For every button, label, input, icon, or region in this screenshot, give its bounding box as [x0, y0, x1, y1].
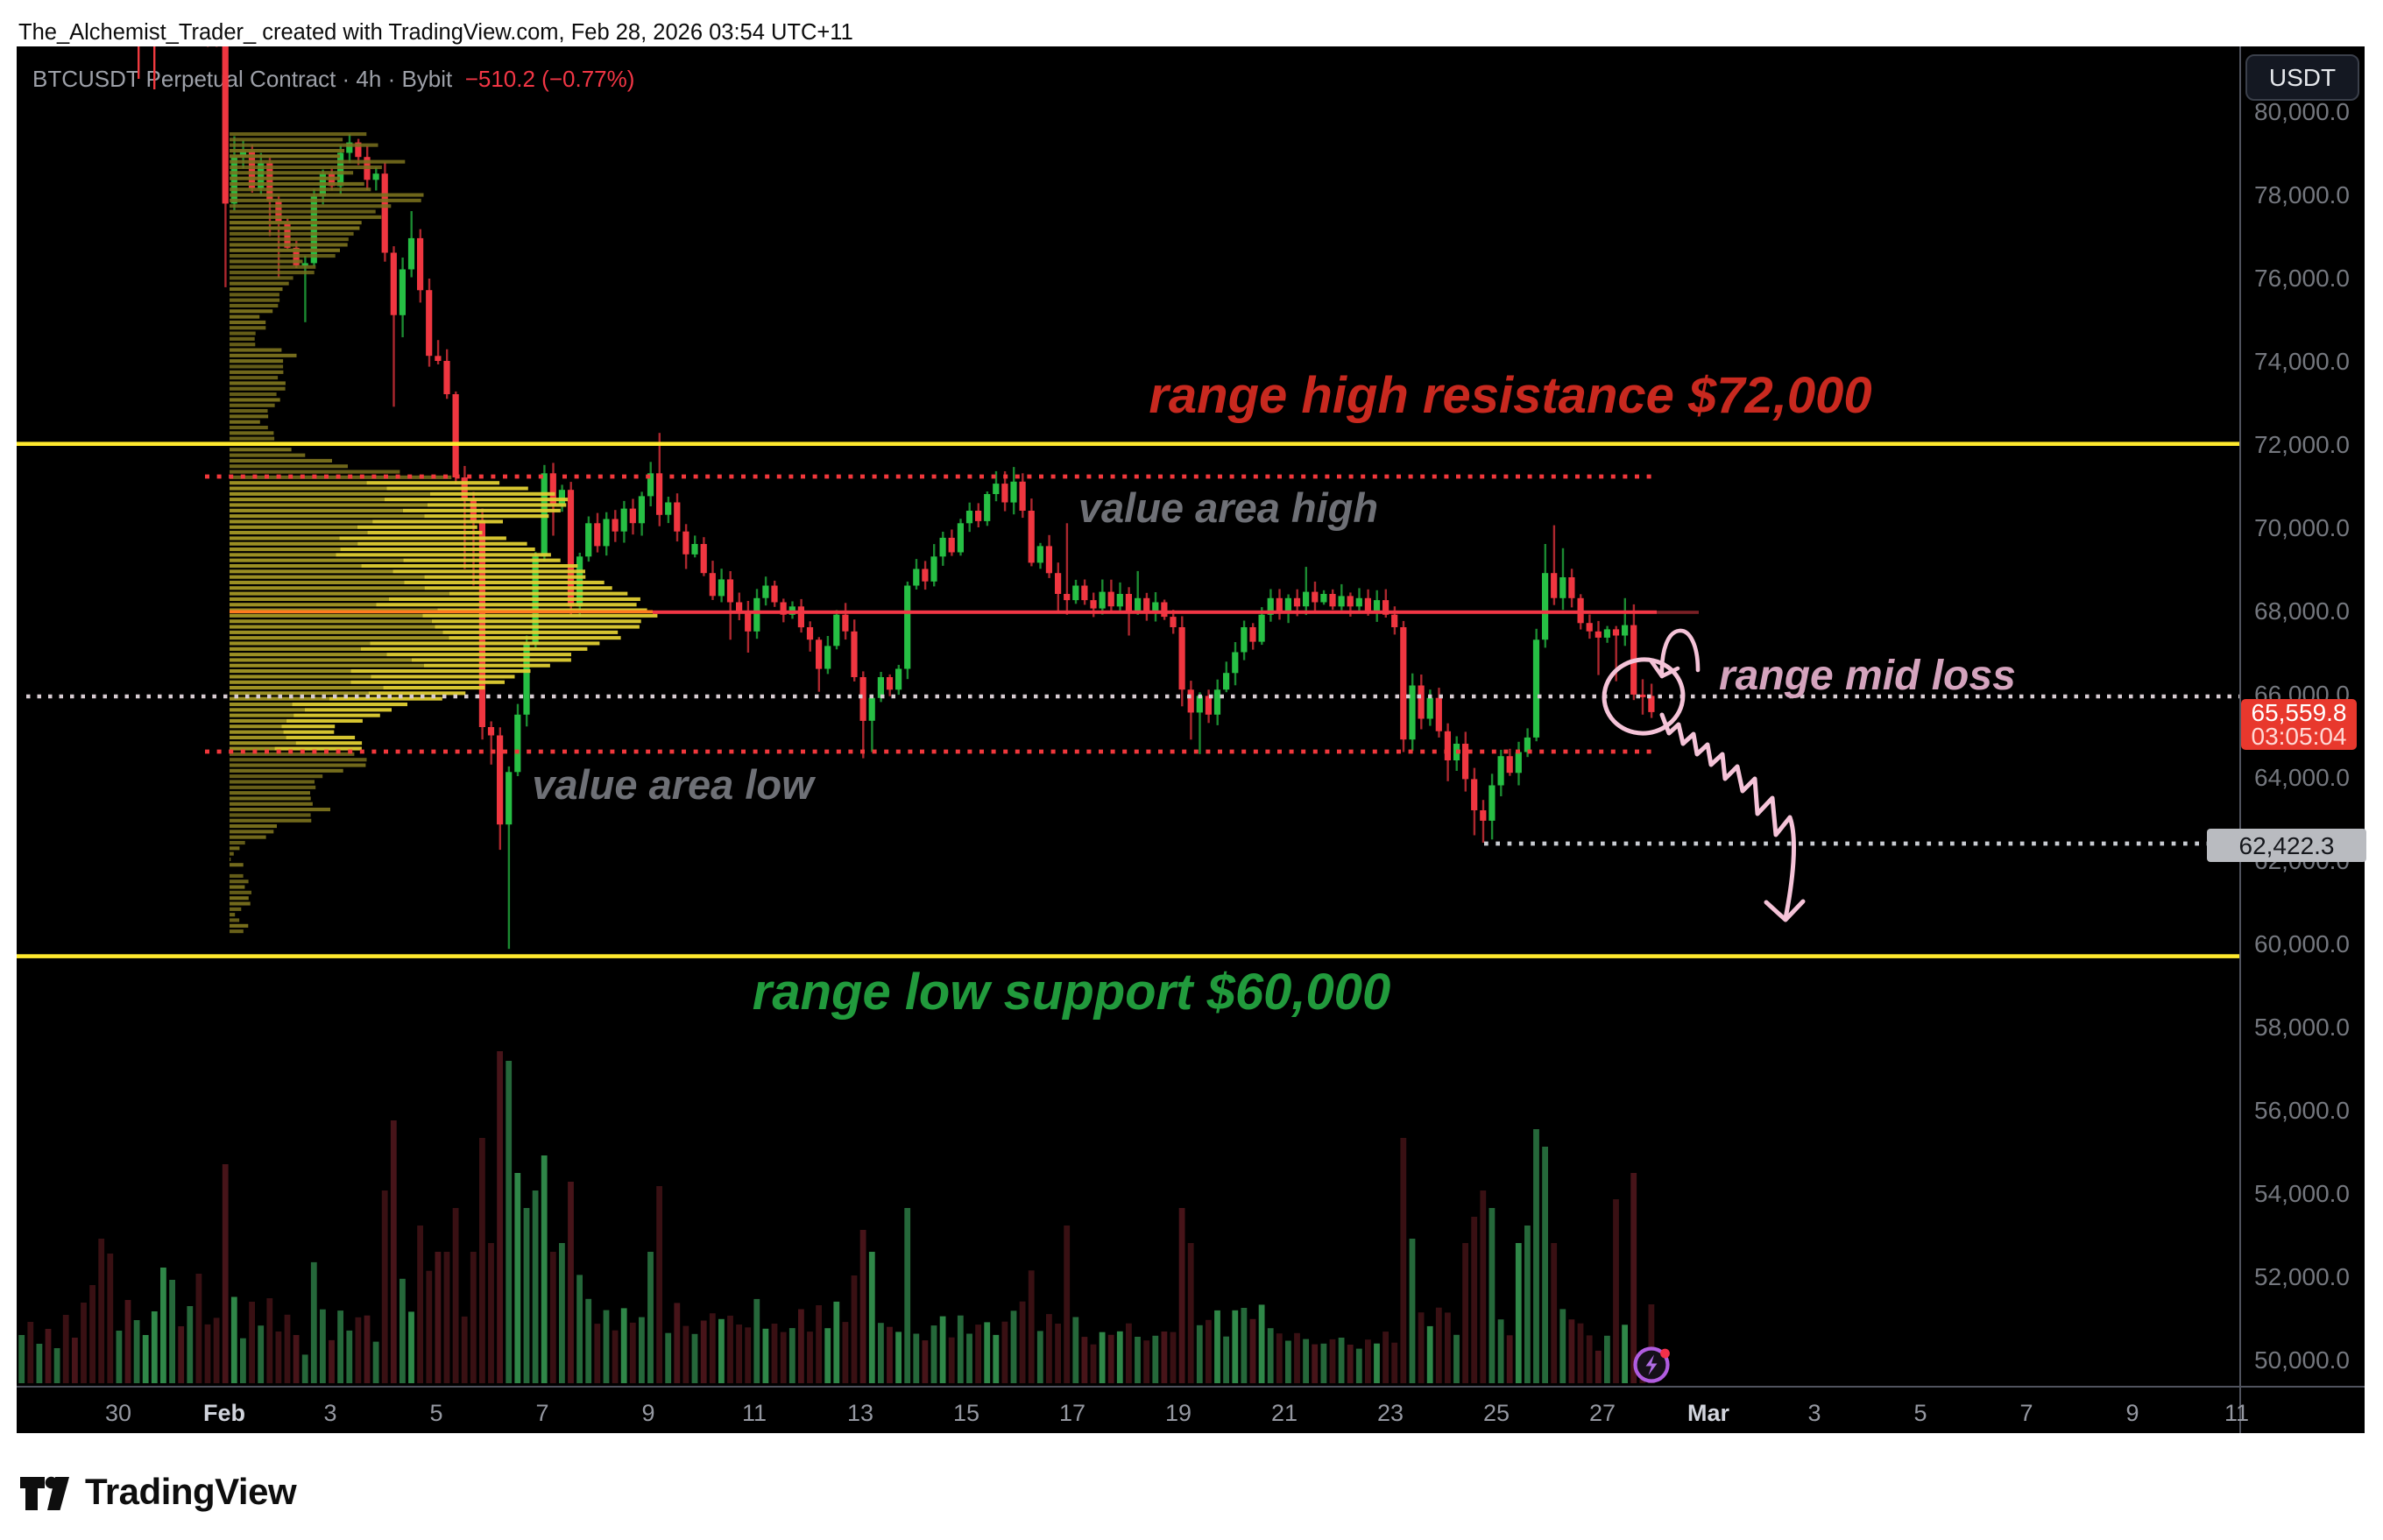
- svg-text:19: 19: [1165, 1400, 1192, 1426]
- svg-text:70,000.0: 70,000.0: [2254, 514, 2350, 541]
- svg-text:50,000.0: 50,000.0: [2254, 1346, 2350, 1374]
- svg-text:range high resistance $72,000: range high resistance $72,000: [1149, 367, 1871, 424]
- svg-text:60,000.0: 60,000.0: [2254, 930, 2350, 957]
- svg-text:TradingView: TradingView: [85, 1471, 297, 1512]
- svg-text:7: 7: [2019, 1400, 2033, 1426]
- svg-text:13: 13: [847, 1400, 873, 1426]
- svg-text:range mid loss: range mid loss: [1719, 653, 2016, 699]
- svg-text:3: 3: [323, 1400, 336, 1426]
- svg-text:72,000.0: 72,000.0: [2254, 431, 2350, 458]
- svg-text:68,000.0: 68,000.0: [2254, 597, 2350, 625]
- svg-text:21: 21: [1271, 1400, 1298, 1426]
- svg-text:74,000.0: 74,000.0: [2254, 348, 2350, 375]
- svg-text:5: 5: [429, 1400, 442, 1426]
- svg-text:23: 23: [1377, 1400, 1404, 1426]
- svg-text:76,000.0: 76,000.0: [2254, 265, 2350, 292]
- svg-text:9: 9: [2125, 1400, 2139, 1426]
- svg-text:11: 11: [2224, 1400, 2249, 1426]
- svg-text:64,000.0: 64,000.0: [2254, 764, 2350, 791]
- svg-text:5: 5: [1913, 1400, 1927, 1426]
- svg-text:7: 7: [535, 1400, 548, 1426]
- svg-text:11: 11: [742, 1400, 767, 1426]
- svg-text:27: 27: [1589, 1400, 1616, 1426]
- svg-text:BTCUSDT Perpetual Contract · 4: BTCUSDT Perpetual Contract · 4h · Bybit …: [32, 66, 634, 92]
- svg-text:25: 25: [1483, 1400, 1510, 1426]
- svg-text:62,422.3: 62,422.3: [2239, 832, 2335, 859]
- svg-text:58,000.0: 58,000.0: [2254, 1014, 2350, 1041]
- svg-text:value area high: value area high: [1078, 484, 1378, 531]
- svg-text:65,559.8: 65,559.8: [2252, 699, 2347, 726]
- svg-text:9: 9: [641, 1400, 654, 1426]
- svg-text:17: 17: [1059, 1400, 1085, 1426]
- svg-text:78,000.0: 78,000.0: [2254, 181, 2350, 208]
- svg-text:The_Alchemist_Trader_ created: The_Alchemist_Trader_ created with Tradi…: [18, 20, 853, 45]
- svg-text:54,000.0: 54,000.0: [2254, 1180, 2350, 1207]
- svg-text:value area low: value area low: [532, 761, 817, 808]
- svg-text:80,000.0: 80,000.0: [2254, 98, 2350, 125]
- svg-text:30: 30: [105, 1400, 131, 1426]
- svg-text:range low support $60,000: range low support $60,000: [753, 964, 1390, 1021]
- svg-text:03:05:04: 03:05:04: [2252, 723, 2347, 750]
- svg-text:56,000.0: 56,000.0: [2254, 1097, 2350, 1124]
- svg-text:USDT: USDT: [2269, 64, 2336, 91]
- svg-text:3: 3: [1807, 1400, 1821, 1426]
- svg-text:Feb: Feb: [203, 1400, 245, 1426]
- svg-text:Mar: Mar: [1687, 1400, 1730, 1426]
- svg-text:52,000.0: 52,000.0: [2254, 1263, 2350, 1290]
- svg-text:15: 15: [953, 1400, 979, 1426]
